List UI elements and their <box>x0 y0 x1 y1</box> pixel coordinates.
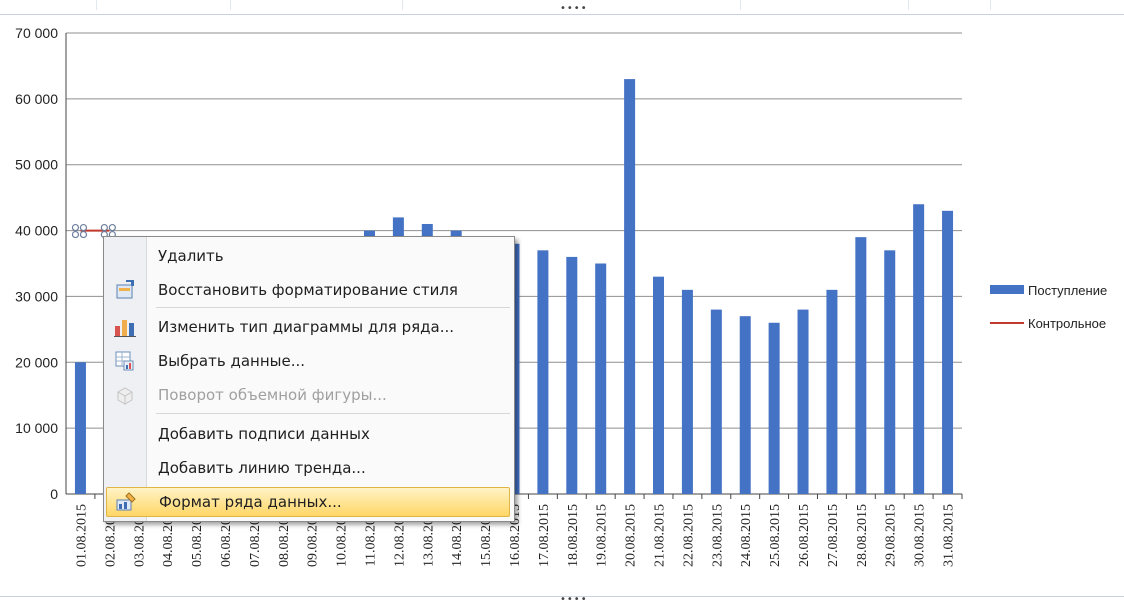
menu-item-format-data-series[interactable]: Формат ряда данных... <box>106 487 510 517</box>
selection-handle <box>71 230 80 239</box>
menu-separator <box>156 307 510 308</box>
column-gridline <box>908 0 909 10</box>
menu-item-label: Выбрать данные... <box>158 352 305 370</box>
bar <box>768 322 780 494</box>
x-tick-label: 31.08.2015 <box>942 504 957 567</box>
x-tick-label: 22.08.2015 <box>681 504 696 567</box>
menu-icon-gutter <box>104 237 147 521</box>
format-series-icon <box>107 491 145 513</box>
bar <box>537 250 549 494</box>
menu-item-3d-rotation: Поворот объемной фигуры... <box>106 380 510 410</box>
menu-item-delete[interactable]: Удалить <box>106 241 510 271</box>
x-tick-label: 01.08.2015 <box>74 504 89 567</box>
x-tick-label: 30.08.2015 <box>913 504 928 567</box>
menu-item-label: Добавить подписи данных <box>158 425 370 443</box>
worksheet-top-edge <box>0 0 1124 15</box>
x-tick-label: 27.08.2015 <box>826 504 841 567</box>
x-tick-label: 28.08.2015 <box>855 504 870 567</box>
chart-type-icon <box>106 316 144 338</box>
x-tick-label: 18.08.2015 <box>566 504 581 567</box>
menu-item-select-data[interactable]: Выбрать данные... <box>106 346 510 376</box>
menu-item-add-trendline[interactable]: Добавить линию тренда... <box>106 453 510 483</box>
y-tick-label: 70 000 <box>15 25 58 41</box>
bar <box>797 309 809 494</box>
y-tick-label: 20 000 <box>15 354 58 370</box>
column-gridline <box>990 0 991 10</box>
menu-item-reset-style[interactable]: Восстановить форматирование стиля <box>106 275 510 305</box>
menu-item-label: Удалить <box>158 247 224 265</box>
menu-item-label: Восстановить форматирование стиля <box>158 281 458 299</box>
menu-item-add-data-labels[interactable]: Добавить подписи данных <box>106 419 510 449</box>
menu-item-label: Добавить линию тренда... <box>158 459 366 477</box>
selection-handle <box>79 223 88 232</box>
x-tick-label: 25.08.2015 <box>768 504 783 567</box>
legend-marker <box>990 285 1024 294</box>
x-tick-label: 23.08.2015 <box>710 504 725 567</box>
selection-handle <box>71 223 80 232</box>
bar <box>681 289 693 494</box>
worksheet-bottom-edge <box>0 596 1124 605</box>
reset-style-icon <box>106 279 144 301</box>
bar <box>624 79 636 494</box>
bar <box>653 276 665 494</box>
bar <box>913 204 925 494</box>
x-tick-label: 29.08.2015 <box>884 504 899 567</box>
y-tick-label: 10 000 <box>15 420 58 436</box>
chart-resize-handle-top[interactable]: •••• <box>560 3 588 14</box>
menu-item-label: Поворот объемной фигуры... <box>158 386 387 404</box>
bar <box>74 362 86 494</box>
y-tick-label: 40 000 <box>15 223 58 239</box>
3d-rotation-icon <box>106 384 144 406</box>
bar <box>884 250 896 494</box>
x-tick-label: 21.08.2015 <box>653 504 668 567</box>
x-tick-label: 20.08.2015 <box>624 504 639 567</box>
context-menu[interactable]: Удалить Восстановить форматирование стил… <box>103 236 515 522</box>
bar <box>739 316 751 494</box>
menu-item-label: Формат ряда данных... <box>159 493 342 511</box>
y-tick-label: 50 000 <box>15 157 58 173</box>
menu-item-label: Изменить тип диаграммы для ряда... <box>158 318 455 336</box>
y-tick-label: 60 000 <box>15 91 58 107</box>
legend-label: Поступление <box>1028 283 1107 298</box>
column-gridline <box>740 0 741 10</box>
x-tick-label: 24.08.2015 <box>739 504 754 567</box>
bar <box>710 309 722 494</box>
bar <box>942 210 954 495</box>
bar <box>595 263 607 494</box>
menu-separator <box>156 413 510 414</box>
menu-item-change-chart-type[interactable]: Изменить тип диаграммы для ряда... <box>106 312 510 342</box>
column-gridline <box>96 0 97 10</box>
legend-label: Контрольное <box>1028 316 1106 331</box>
bar <box>855 237 867 494</box>
column-gridline <box>402 0 403 10</box>
column-gridline <box>230 0 231 10</box>
x-tick-label: 17.08.2015 <box>537 504 552 567</box>
y-tick-label: 30 000 <box>15 288 58 304</box>
chart-resize-handle-bottom[interactable]: •••• <box>560 594 588 605</box>
select-data-icon <box>106 350 144 372</box>
selection-handle <box>100 223 108 232</box>
bar <box>566 256 578 494</box>
x-tick-label: 19.08.2015 <box>595 504 610 567</box>
y-tick-label: 0 <box>50 486 58 502</box>
selection-handle <box>79 230 88 239</box>
x-tick-label: 26.08.2015 <box>797 504 812 567</box>
selection-handle <box>108 223 116 232</box>
bar <box>826 289 838 494</box>
